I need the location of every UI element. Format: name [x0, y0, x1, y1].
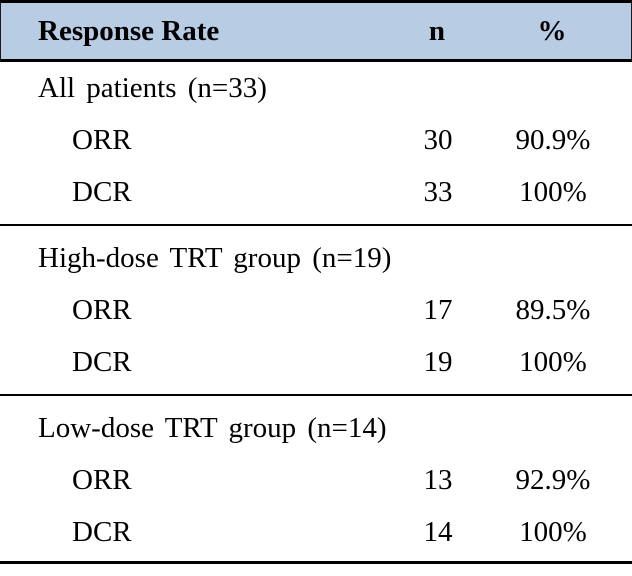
cell-pct-value: 89.5%: [515, 293, 591, 326]
row-label: ORR: [72, 123, 132, 156]
section-divider: [0, 224, 632, 226]
header-col-response-rate: Response Rate: [38, 14, 220, 47]
cell-pct-value: 92.9%: [515, 463, 591, 496]
cell-pct-value: 90.9%: [515, 123, 591, 156]
section-divider: [0, 394, 632, 396]
table-row-dcr: DCR 33 100%: [0, 166, 632, 218]
cell-pct-value: 100%: [519, 515, 587, 548]
row-label: ORR: [72, 463, 132, 496]
cell-n-value: 13: [423, 463, 453, 496]
row-label: DCR: [72, 515, 132, 548]
table-row-orr: ORR 30 90.9%: [0, 114, 632, 166]
header-col-n: n: [428, 14, 446, 47]
cell-pct-value: 100%: [519, 345, 587, 378]
cell-n-value: 33: [423, 175, 453, 208]
section-low-dose-trt: Low-dose TRT group (n=14) ORR 13 92.9% D…: [0, 402, 632, 558]
group-label: All patients (n=33): [38, 71, 267, 104]
table-header-row: Response Rate n %: [0, 0, 632, 62]
group-row: All patients (n=33): [0, 62, 632, 114]
section-all-patients: All patients (n=33) ORR 30 90.9% DCR 33 …: [0, 62, 632, 218]
group-label: High-dose TRT group (n=19): [38, 241, 392, 274]
table-row-orr: ORR 17 89.5%: [0, 284, 632, 336]
row-label: DCR: [72, 175, 132, 208]
cell-n-value: 30: [423, 123, 453, 156]
cell-pct-value: 100%: [519, 175, 587, 208]
table-row-dcr: DCR 19 100%: [0, 336, 632, 388]
header-col-percent: %: [537, 14, 567, 47]
section-high-dose-trt: High-dose TRT group (n=19) ORR 17 89.5% …: [0, 232, 632, 388]
cell-n-value: 19: [423, 345, 453, 378]
group-row: Low-dose TRT group (n=14): [0, 402, 632, 454]
table-row-orr: ORR 13 92.9%: [0, 454, 632, 506]
row-label: DCR: [72, 345, 132, 378]
group-label: Low-dose TRT group (n=14): [38, 411, 387, 444]
group-row: High-dose TRT group (n=19): [0, 232, 632, 284]
cell-n-value: 14: [423, 515, 453, 548]
cell-n-value: 17: [423, 293, 453, 326]
table-bottom-border: [0, 561, 632, 564]
row-label: ORR: [72, 293, 132, 326]
table-row-dcr: DCR 14 100%: [0, 506, 632, 558]
